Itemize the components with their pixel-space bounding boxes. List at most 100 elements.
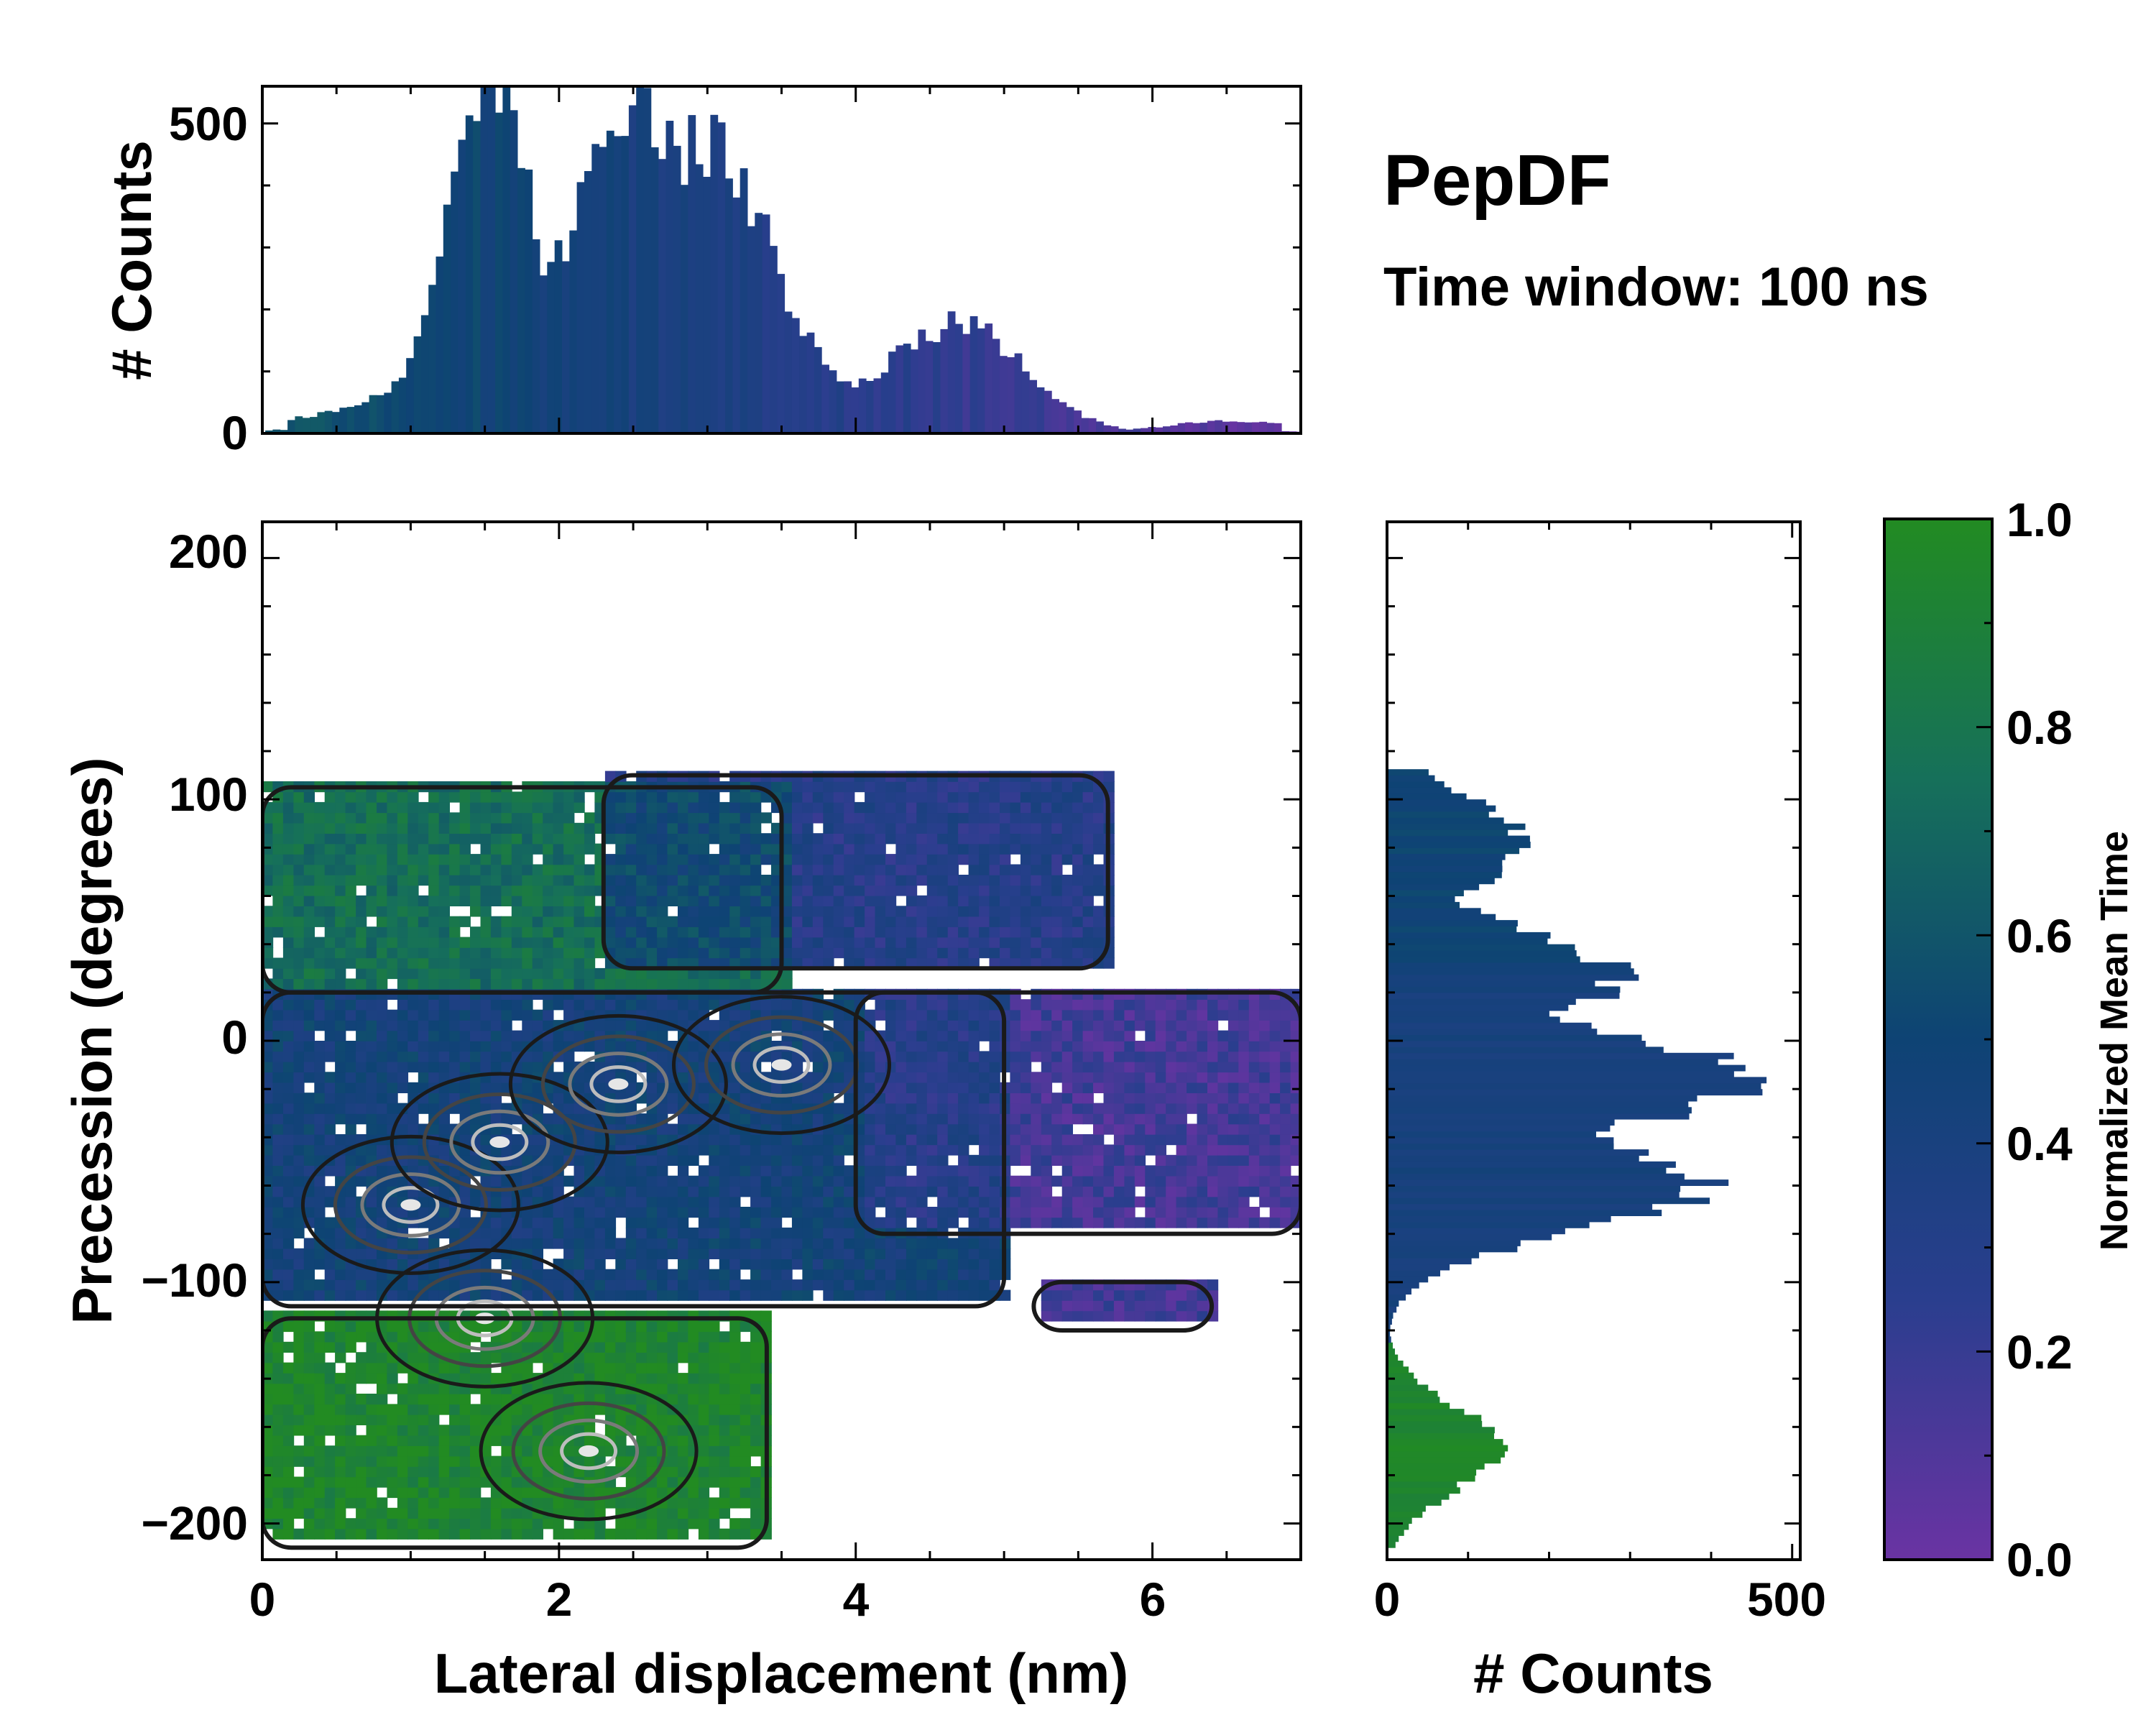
heatmap-cell xyxy=(781,1186,793,1197)
heatmap-cell xyxy=(449,957,461,969)
heatmap-cell xyxy=(282,1186,295,1197)
heatmap-cell xyxy=(781,1113,793,1125)
heatmap-cell xyxy=(553,1217,564,1228)
heatmap-cell xyxy=(740,1186,751,1197)
heatmap-cell xyxy=(979,801,990,814)
heatmap-cell xyxy=(262,1352,274,1363)
heatmap-cell xyxy=(324,957,336,969)
heatmap-cell xyxy=(573,875,585,886)
heatmap-cell xyxy=(968,916,980,927)
heatmap-cell xyxy=(324,1186,336,1197)
heatmap-cell xyxy=(625,1445,637,1457)
heatmap-cell xyxy=(604,1279,617,1291)
heatmap-cell xyxy=(657,1341,668,1353)
heatmap-cell xyxy=(958,801,969,814)
heatmap-cell xyxy=(989,1020,1000,1031)
heatmap-cell xyxy=(345,1020,356,1031)
top-histogram-bar xyxy=(1088,418,1097,433)
heatmap-cell xyxy=(314,957,326,969)
heatmap-cell xyxy=(490,1507,502,1519)
heatmap-cell xyxy=(303,1269,315,1280)
heatmap-cell xyxy=(563,1248,575,1259)
heatmap-cell xyxy=(1010,1103,1021,1114)
heatmap-cell xyxy=(584,1020,596,1031)
heatmap-cell xyxy=(771,1154,783,1166)
heatmap-cell xyxy=(272,1144,284,1156)
heatmap-cell xyxy=(823,843,834,855)
heatmap-cell xyxy=(865,843,876,855)
heatmap-cell xyxy=(719,1269,730,1280)
heatmap-cell xyxy=(1072,1009,1084,1021)
heatmap-cell xyxy=(709,1217,720,1228)
heatmap-cell xyxy=(366,1248,377,1259)
heatmap-cell xyxy=(470,1486,482,1499)
heatmap-cell xyxy=(781,812,793,824)
heatmap-cell xyxy=(1000,791,1011,803)
heatmap-cell xyxy=(1010,957,1021,969)
heatmap-cell xyxy=(750,1507,762,1519)
top-ytick-0: 0 xyxy=(221,406,248,459)
heatmap-cell xyxy=(314,1404,326,1415)
heatmap-cell xyxy=(522,916,533,927)
heatmap-cell xyxy=(875,1144,886,1156)
top-histogram-bar xyxy=(673,145,681,433)
heatmap-cell xyxy=(791,1259,803,1270)
heatmap-cell xyxy=(698,801,710,814)
heatmap-cell xyxy=(501,1279,512,1291)
heatmap-cell xyxy=(1020,999,1032,1011)
heatmap-cell xyxy=(563,1061,575,1073)
heatmap-cell xyxy=(282,812,295,824)
heatmap-cell xyxy=(646,1362,658,1374)
heatmap-cell xyxy=(678,895,689,906)
heatmap-cell xyxy=(823,791,834,803)
heatmap-cell xyxy=(865,854,876,865)
heatmap-cell xyxy=(470,1425,482,1436)
heatmap-cell xyxy=(282,1394,295,1405)
heatmap-cell xyxy=(833,833,844,845)
heatmap-cell xyxy=(657,1320,668,1333)
heatmap-cell xyxy=(553,1072,564,1083)
heatmap-cell xyxy=(490,864,502,875)
heatmap-cell xyxy=(490,1497,502,1509)
heatmap-cell xyxy=(366,1030,377,1041)
heatmap-cell xyxy=(573,947,585,959)
heatmap-cell xyxy=(719,1144,730,1156)
heatmap-cell xyxy=(833,854,844,865)
heatmap-cell xyxy=(262,1196,274,1208)
heatmap-cell xyxy=(802,1248,814,1259)
heatmap-cell xyxy=(916,947,928,959)
heatmap-cell xyxy=(1061,957,1073,969)
heatmap-cell xyxy=(282,1425,295,1436)
heatmap-cell xyxy=(293,1175,305,1187)
heatmap-cell xyxy=(729,967,741,980)
heatmap-cell xyxy=(272,1394,284,1405)
heatmap-cell xyxy=(1000,926,1011,938)
heatmap-cell xyxy=(615,947,627,959)
heatmap-cell xyxy=(740,1144,751,1156)
heatmap-cell xyxy=(272,1217,284,1228)
heatmap-cell xyxy=(511,822,523,834)
heatmap-cell xyxy=(324,1476,336,1488)
heatmap-cell xyxy=(688,1414,699,1425)
heatmap-cell xyxy=(833,1051,844,1062)
heatmap-cell xyxy=(563,1259,575,1270)
heatmap-cell xyxy=(740,1113,751,1125)
heatmap-cell xyxy=(781,1082,793,1093)
heatmap-cell xyxy=(657,1009,668,1021)
heatmap-cell xyxy=(604,1425,617,1436)
heatmap-cell xyxy=(667,833,678,845)
heatmap-cell xyxy=(968,791,980,803)
heatmap-cell xyxy=(480,1289,492,1301)
heatmap-cell xyxy=(979,864,990,875)
heatmap-cell xyxy=(397,1507,409,1519)
heatmap-cell xyxy=(303,791,315,803)
heatmap-cell xyxy=(272,1425,284,1436)
heatmap-cell xyxy=(272,812,284,824)
heatmap-cell xyxy=(791,864,803,875)
heatmap-cell xyxy=(543,895,554,906)
heatmap-cell xyxy=(522,1507,533,1519)
heatmap-cell xyxy=(1041,1041,1053,1052)
heatmap-cell xyxy=(844,895,855,906)
heatmap-cell xyxy=(543,885,554,896)
heatmap-cell xyxy=(1072,1082,1084,1093)
